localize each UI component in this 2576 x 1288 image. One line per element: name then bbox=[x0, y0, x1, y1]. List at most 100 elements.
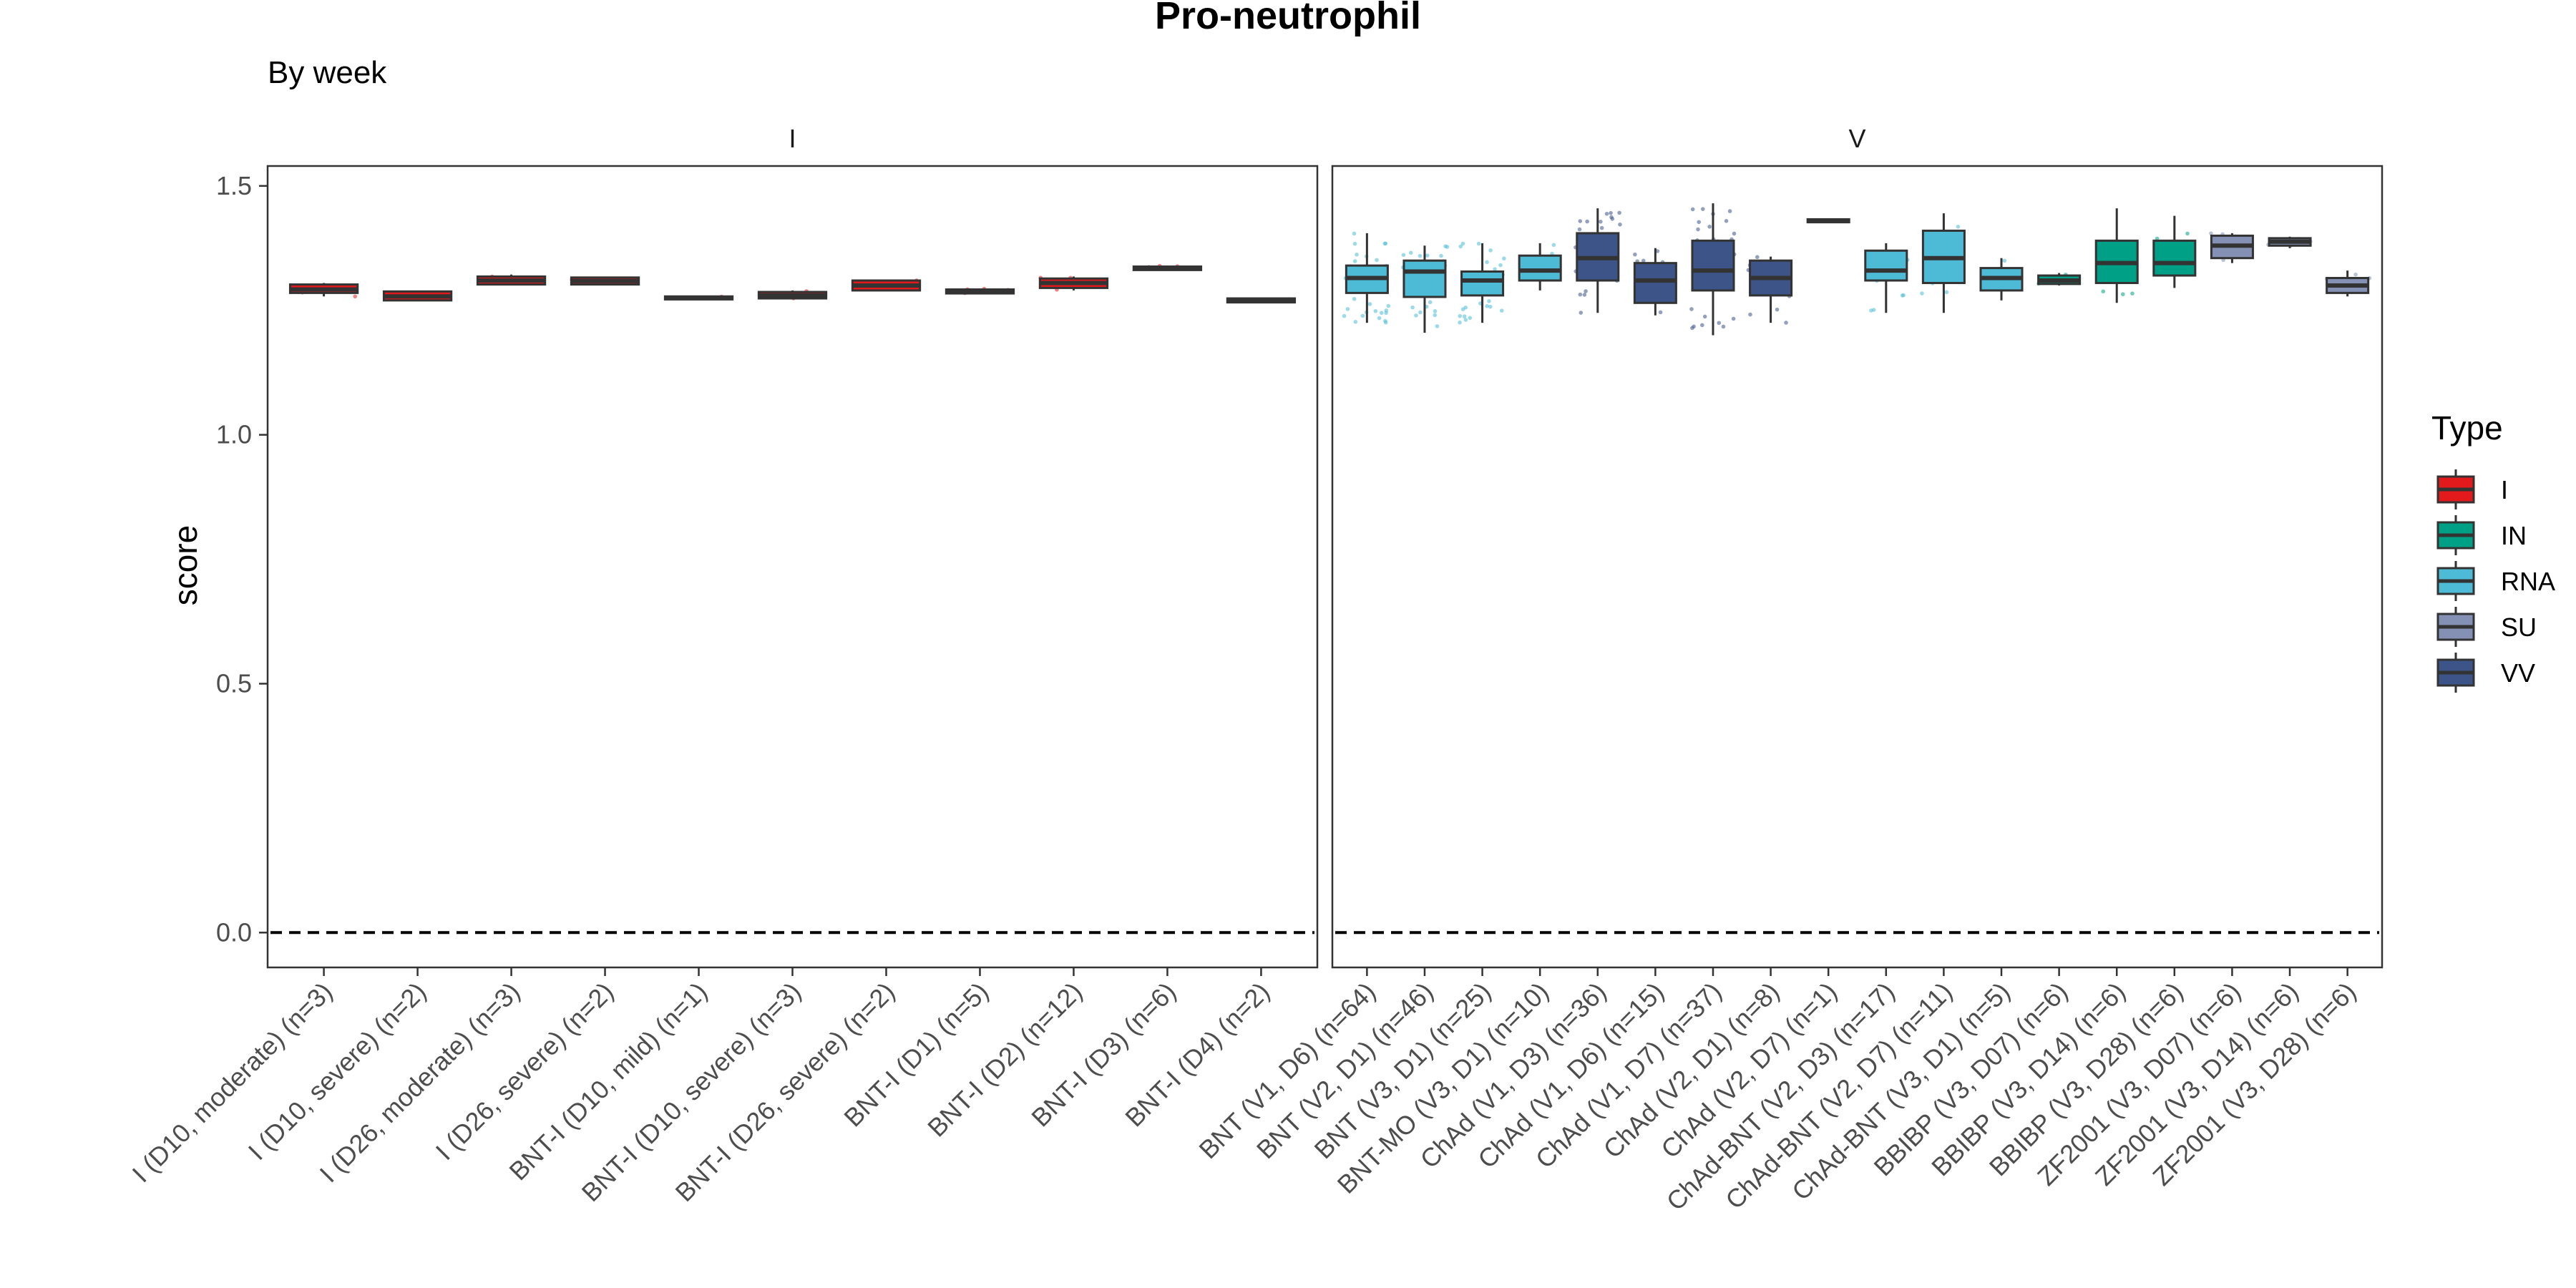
legend-label: RNA bbox=[2501, 567, 2555, 596]
legend-label: SU bbox=[2501, 613, 2537, 642]
box-group bbox=[945, 286, 1015, 296]
box-group bbox=[382, 290, 453, 302]
jitter-point bbox=[1700, 207, 1705, 211]
y-tick-label: 0.5 bbox=[216, 668, 252, 698]
jitter-point bbox=[1488, 304, 1493, 309]
jitter-point bbox=[1498, 263, 1503, 268]
jitter-point bbox=[1401, 253, 1406, 258]
box-iqr bbox=[1460, 270, 1505, 297]
x-tick-label: I (D10, severe) (n=2) bbox=[243, 977, 432, 1166]
box-group bbox=[2094, 208, 2139, 303]
box-group bbox=[1689, 203, 1737, 336]
jitter-point bbox=[1418, 310, 1423, 315]
box-group bbox=[1226, 297, 1297, 304]
jitter-point bbox=[1458, 244, 1463, 249]
jitter-point bbox=[1353, 320, 1358, 324]
box-group bbox=[1864, 243, 1910, 313]
jitter-point bbox=[1658, 310, 1663, 315]
jitter-point bbox=[1384, 311, 1388, 316]
jitter-point bbox=[2002, 258, 2007, 263]
jitter-point bbox=[1731, 316, 1736, 321]
jitter-point bbox=[1352, 241, 1357, 246]
box-group bbox=[851, 278, 922, 292]
jitter-point bbox=[1692, 324, 1696, 329]
box-group bbox=[1746, 255, 1793, 325]
legend-item-vv: VV bbox=[2436, 653, 2535, 693]
jitter-point bbox=[1386, 303, 1391, 308]
box-group bbox=[1342, 231, 1391, 325]
jitter-point bbox=[1610, 217, 1615, 221]
jitter-point bbox=[1458, 320, 1462, 325]
jitter-point bbox=[1410, 305, 1415, 310]
x-tick-label: BNT-I (D2) (n=12) bbox=[922, 977, 1088, 1143]
jitter-point bbox=[1485, 303, 1489, 308]
jitter-point bbox=[1487, 298, 1491, 303]
jitter-point bbox=[1433, 313, 1437, 318]
legend-label: I bbox=[2501, 475, 2508, 504]
box-group bbox=[1458, 241, 1506, 325]
box-iqr bbox=[1402, 259, 1447, 298]
legend-item-in: IN bbox=[2436, 515, 2527, 555]
box-iqr bbox=[1691, 239, 1735, 292]
jitter-point bbox=[1944, 290, 1949, 295]
jitter-point bbox=[1502, 256, 1506, 261]
box-group bbox=[288, 283, 359, 299]
jitter-point bbox=[1697, 220, 1702, 225]
jitter-point bbox=[1784, 321, 1788, 325]
jitter-point bbox=[1418, 253, 1423, 258]
box-group bbox=[1038, 275, 1109, 292]
facet-strip-label: V bbox=[1848, 124, 1865, 153]
panel-border bbox=[266, 165, 1319, 969]
jitter-point bbox=[1463, 318, 1468, 322]
jitter-point bbox=[1599, 225, 1604, 230]
y-axis: 0.0 0.5 1.0 1.5 bbox=[216, 171, 268, 947]
y-axis-label: score bbox=[167, 525, 204, 605]
jitter-point bbox=[1707, 225, 1712, 229]
jitter-point bbox=[353, 294, 358, 299]
jitter-point bbox=[1956, 225, 1961, 229]
box-group bbox=[2266, 236, 2313, 248]
box-group bbox=[1518, 243, 1562, 291]
y-tick-label: 1.5 bbox=[216, 171, 252, 200]
y-tick-label: 1.0 bbox=[216, 420, 252, 449]
jitter-point bbox=[1551, 243, 1556, 248]
jitter-point bbox=[1901, 293, 1906, 298]
jitter-point bbox=[1379, 311, 1384, 316]
jitter-point bbox=[1577, 227, 1582, 232]
facet-strip-label: I bbox=[789, 124, 796, 153]
jitter-point bbox=[1462, 314, 1467, 318]
jitter-point bbox=[1360, 313, 1365, 318]
jitter-point bbox=[1618, 222, 1622, 227]
box-iqr bbox=[2152, 239, 2197, 277]
jitter-point bbox=[1724, 219, 1729, 223]
jitter-point bbox=[1582, 293, 1587, 297]
jitter-point bbox=[1355, 253, 1359, 257]
jitter-point bbox=[1696, 227, 1700, 232]
box-group bbox=[1920, 213, 1966, 313]
jitter-point bbox=[1599, 220, 1603, 224]
legend-item-i: I bbox=[2436, 469, 2508, 509]
jitter-point bbox=[1702, 314, 1707, 319]
x-tick-label: I (D26, severe) (n=2) bbox=[430, 977, 620, 1166]
jitter-point bbox=[1499, 308, 1504, 313]
jitter-point bbox=[1485, 260, 1489, 265]
panel-border bbox=[1331, 165, 2384, 969]
jitter-point bbox=[2155, 236, 2160, 241]
box-group bbox=[1400, 244, 1450, 333]
jitter-point bbox=[1755, 255, 1760, 260]
jitter-point bbox=[1352, 231, 1357, 236]
jitter-point bbox=[1920, 291, 1924, 296]
chart-subtitle: By week bbox=[268, 55, 387, 90]
jitter-point bbox=[1732, 231, 1737, 236]
jitter-point bbox=[1468, 316, 1473, 321]
jitter-point bbox=[1445, 245, 1450, 249]
jitter-point bbox=[1414, 313, 1418, 318]
jitter-point bbox=[1352, 296, 1357, 301]
jitter-point bbox=[1367, 302, 1372, 306]
jitter-point bbox=[1428, 300, 1433, 305]
box-group bbox=[1806, 218, 1850, 224]
jitter-point bbox=[1433, 309, 1438, 313]
box-group bbox=[570, 276, 640, 286]
jitter-point bbox=[1579, 311, 1584, 315]
jitter-point bbox=[1604, 212, 1609, 216]
